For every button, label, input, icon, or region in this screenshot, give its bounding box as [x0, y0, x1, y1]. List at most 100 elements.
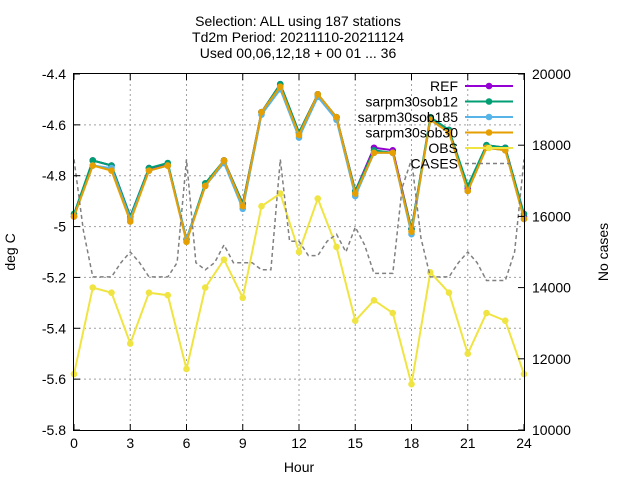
data-point: [314, 91, 322, 98]
y2-axis-label: No cases: [595, 223, 611, 281]
data-point: [89, 157, 97, 164]
data-point: [370, 297, 378, 304]
legend-item-sar-pm30-sob30: sarpm30sob30: [365, 125, 513, 141]
legend-label: sarpm30sob185: [358, 109, 459, 125]
axes: [73, 73, 525, 431]
x-tick-label: 18: [404, 435, 420, 451]
data-point: [276, 83, 284, 91]
title-line-3: Used 00,06,12,18 + 00 01 ... 36: [200, 45, 397, 61]
data-point: [295, 248, 303, 256]
data-point: [333, 243, 340, 251]
data-point: [220, 256, 228, 263]
legend-marker: [485, 144, 493, 152]
data-point: [258, 202, 265, 210]
x-tick-label: 6: [183, 435, 191, 451]
data-point: [220, 157, 228, 164]
data-point: [108, 289, 115, 296]
data-point: [89, 284, 97, 291]
data-point: [408, 380, 415, 388]
y-tick-label: -5.2: [42, 269, 66, 285]
data-point: [239, 202, 247, 210]
y-tick-label: -5.4: [42, 320, 66, 336]
legend-label: sarpm30sob12: [365, 94, 458, 110]
y-tick-label: -4.4: [42, 66, 66, 82]
data-point: [501, 317, 509, 324]
data-point: [370, 149, 378, 157]
legend-label: REF: [430, 78, 458, 94]
series-obs: [70, 190, 528, 388]
data-point: [276, 190, 284, 197]
legend: REFsarpm30sob12sarpm30sob185sarpm30sob30…: [358, 78, 513, 172]
data-point: [183, 365, 190, 373]
data-point: [445, 289, 453, 296]
legend-item-sar-pm30-sob12: sarpm30sob12: [365, 94, 513, 110]
legend-marker: [485, 98, 493, 105]
data-point: [389, 149, 397, 157]
data-point: [145, 167, 153, 174]
legend-marker: [485, 129, 493, 136]
legend-item-sar-pm30-sob185: sarpm30sob185: [358, 109, 513, 125]
data-point: [145, 289, 153, 296]
legend-item-obs: OBS: [428, 140, 513, 156]
data-point: [183, 238, 190, 246]
chart-title: Selection: ALL using 187 stations Td2m P…: [192, 13, 404, 61]
data-point: [201, 284, 209, 291]
data-point: [351, 317, 359, 324]
y-axis-label: deg C: [2, 233, 18, 270]
legend-item-ref: REF: [430, 78, 513, 94]
x-tick-label: 12: [291, 435, 307, 451]
y2-tick-label: 18000: [532, 137, 571, 153]
title-line-1: Selection: ALL using 187 stations: [195, 13, 401, 29]
title-line-2: Td2m Period: 20211110-20211124: [192, 29, 404, 45]
data-point: [126, 218, 134, 225]
data-point: [164, 291, 172, 299]
series-cases: [73, 159, 525, 282]
data-point: [295, 131, 303, 139]
data-point: [445, 129, 453, 136]
data-point: [426, 116, 434, 124]
x-tick-label: 15: [347, 435, 363, 451]
x-tick-label: 21: [460, 435, 476, 451]
plot-frame: [73, 73, 525, 431]
legend-label: sarpm30sob30: [365, 125, 458, 141]
data-point: [389, 309, 397, 317]
data-point: [201, 182, 209, 190]
data-point: [258, 108, 265, 116]
y2-tick-label: 20000: [532, 66, 571, 82]
tick-labels: 0 3 6 9 12 15 18 21 24 -5.8 -5.6 -5.4 -5.2 -5 -4.8 -4.6…: [42, 66, 571, 451]
data-point: [464, 350, 472, 358]
x-axis-label: Hour: [284, 459, 315, 475]
data-point: [408, 228, 415, 235]
series-line: [73, 159, 525, 282]
data-point: [89, 162, 97, 169]
data-point: [108, 167, 115, 174]
data-point: [464, 187, 472, 195]
x-tick-label: 9: [239, 435, 247, 451]
data-point: [351, 190, 359, 197]
data-point: [333, 113, 340, 121]
legend-label: CASES: [411, 156, 458, 172]
y-tick-label: -5: [54, 219, 67, 235]
legend-label: OBS: [428, 140, 458, 156]
legend-marker: [485, 113, 493, 121]
plot-series: [70, 80, 528, 388]
data-point: [314, 195, 322, 202]
x-tick-label: 3: [126, 435, 134, 451]
y-tick-label: -4.8: [42, 168, 66, 184]
data-point: [483, 309, 490, 317]
y-tick-label: -4.6: [42, 117, 66, 133]
y2-tick-label: 10000: [532, 422, 571, 438]
legend-marker: [485, 82, 493, 90]
y-tick-label: -5.6: [42, 371, 66, 387]
data-point: [164, 162, 172, 169]
y2-tick-label: 16000: [532, 208, 571, 224]
legend-item-cases: CASES: [411, 156, 513, 172]
y2-tick-label: 14000: [532, 280, 571, 296]
x-tick-label: 24: [516, 435, 532, 451]
x-tick-label: 0: [70, 435, 78, 451]
y-tick-label: -5.8: [42, 422, 66, 438]
y2-tick-label: 12000: [532, 351, 571, 367]
data-point: [126, 340, 134, 347]
data-point: [239, 294, 247, 302]
